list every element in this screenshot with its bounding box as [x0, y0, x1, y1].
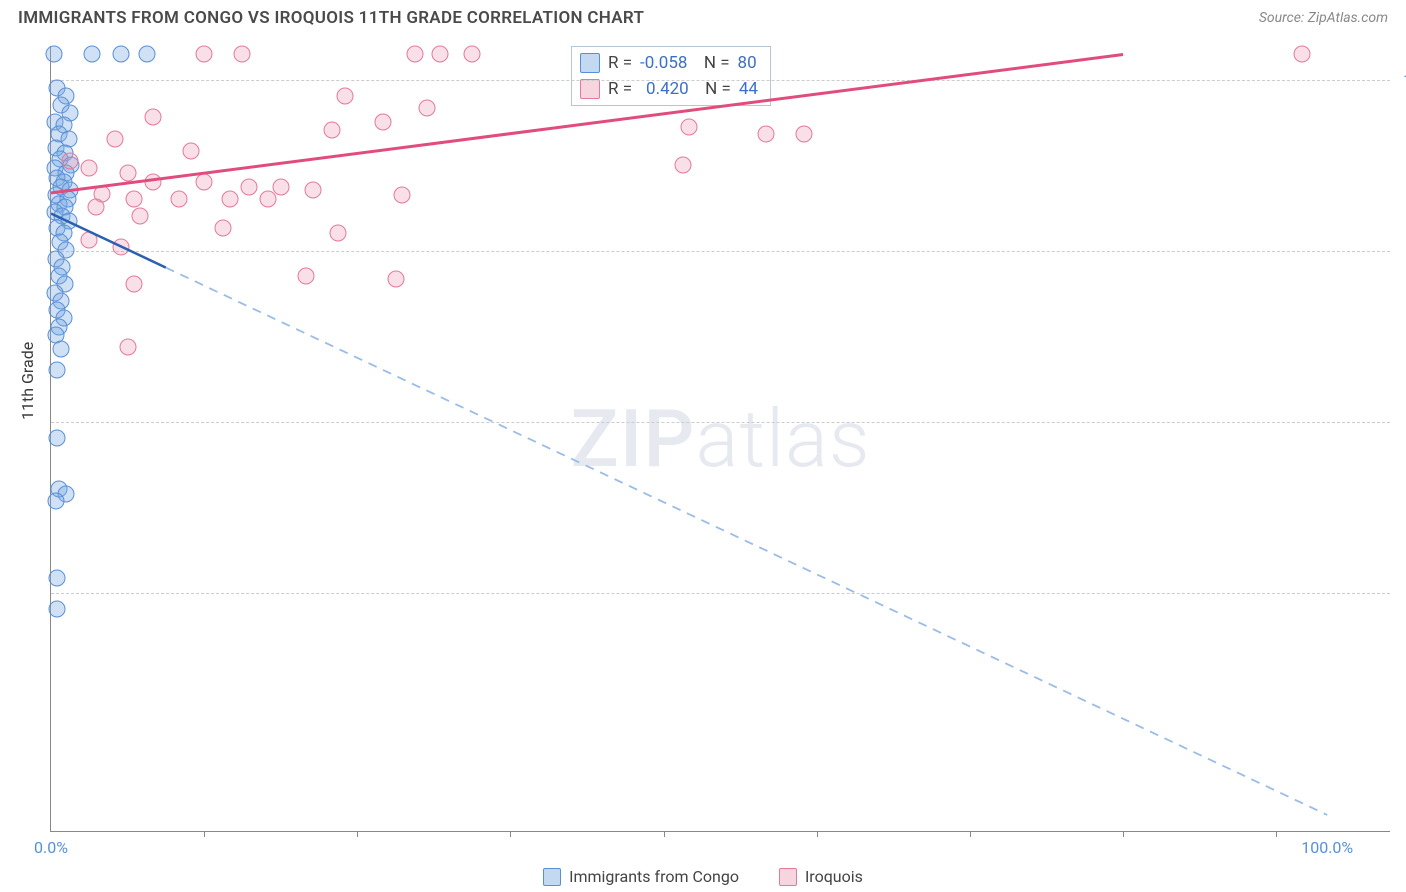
x-tick — [1123, 831, 1124, 837]
data-point — [374, 113, 391, 130]
data-point — [45, 45, 62, 62]
data-point — [387, 271, 404, 288]
data-point — [87, 199, 104, 216]
data-point — [53, 341, 70, 358]
data-point — [432, 45, 449, 62]
trend-line-dashed — [166, 268, 1327, 815]
x-tick — [970, 831, 971, 837]
x-tick — [1276, 831, 1277, 837]
data-point — [49, 361, 66, 378]
data-point — [62, 153, 79, 170]
swatch-pink-icon — [580, 79, 600, 99]
swatch-blue-icon — [543, 868, 561, 886]
chart-container: ZIPatlas R = -0.058 N = 80 R = 0.420 N =… — [50, 46, 1390, 832]
data-point — [49, 570, 66, 587]
chart-source: Source: ZipAtlas.com — [1259, 10, 1388, 26]
x-tick — [510, 831, 511, 837]
legend-item-iroquois: Iroquois — [779, 867, 863, 886]
gridline — [51, 80, 1390, 81]
trend-lines — [51, 46, 1391, 832]
data-point — [393, 187, 410, 204]
data-point — [298, 267, 315, 284]
data-point — [757, 125, 774, 142]
data-point — [406, 45, 423, 62]
data-point — [119, 339, 136, 356]
data-point — [145, 173, 162, 190]
data-point — [330, 224, 347, 241]
data-point — [119, 165, 136, 182]
data-point — [81, 231, 98, 248]
data-point — [125, 190, 142, 207]
legend-n-value-0: 80 — [738, 50, 757, 76]
data-point — [196, 45, 213, 62]
legend-row-congo: R = -0.058 N = 80 — [580, 50, 758, 76]
data-point — [419, 100, 436, 117]
x-tick-label: 0.0% — [34, 838, 68, 857]
correlation-legend: R = -0.058 N = 80 R = 0.420 N = 44 — [571, 46, 771, 106]
data-point — [132, 207, 149, 224]
swatch-pink-icon — [779, 868, 797, 886]
x-tick — [664, 831, 665, 837]
legend-item-congo: Immigrants from Congo — [543, 867, 739, 886]
data-point — [113, 238, 130, 255]
x-tick — [357, 831, 358, 837]
data-point — [681, 119, 698, 136]
legend-label-1: Iroquois — [805, 867, 863, 886]
data-point — [336, 88, 353, 105]
data-point — [138, 45, 155, 62]
data-point — [49, 600, 66, 617]
data-point — [49, 430, 66, 447]
y-axis-label: 11th Grade — [18, 342, 37, 420]
chart-title: IMMIGRANTS FROM CONGO VS IROQUOIS 11TH G… — [18, 8, 644, 28]
series-legend: Immigrants from Congo Iroquois — [0, 867, 1406, 886]
x-tick — [204, 831, 205, 837]
legend-n-label: N = — [695, 50, 729, 76]
data-point — [145, 108, 162, 125]
data-point — [113, 45, 130, 62]
legend-r-label: R = — [608, 50, 632, 76]
x-tick-label: 100.0% — [1301, 838, 1353, 857]
watermark-thin: atlas — [695, 392, 870, 486]
data-point — [221, 190, 238, 207]
data-point — [259, 190, 276, 207]
x-tick — [817, 831, 818, 837]
data-point — [1293, 45, 1310, 62]
plot-area: ZIPatlas R = -0.058 N = 80 R = 0.420 N =… — [50, 46, 1390, 832]
data-point — [83, 45, 100, 62]
data-point — [234, 45, 251, 62]
legend-r-value-0: -0.058 — [640, 50, 687, 76]
data-point — [48, 493, 65, 510]
data-point — [795, 125, 812, 142]
data-point — [323, 122, 340, 139]
data-point — [81, 160, 98, 177]
data-point — [170, 190, 187, 207]
data-point — [125, 276, 142, 293]
data-point — [183, 142, 200, 159]
data-point — [464, 45, 481, 62]
data-point — [240, 178, 257, 195]
data-point — [304, 182, 321, 199]
data-point — [674, 156, 691, 173]
data-point — [215, 219, 232, 236]
watermark: ZIPatlas — [571, 392, 871, 486]
gridline — [51, 251, 1390, 252]
data-point — [196, 173, 213, 190]
legend-label-0: Immigrants from Congo — [569, 867, 739, 886]
gridline — [51, 593, 1390, 594]
swatch-blue-icon — [580, 53, 600, 73]
data-point — [106, 130, 123, 147]
gridline — [51, 422, 1390, 423]
watermark-bold: ZIP — [571, 392, 696, 486]
